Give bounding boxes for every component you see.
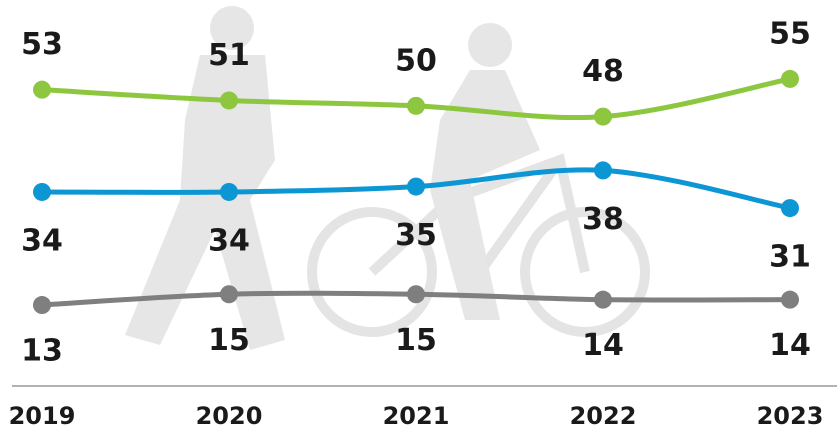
walker-silhouette [125,6,540,350]
bike-wheel [307,207,437,337]
x-tick-label: 2022 [570,402,637,430]
data-label: 15 [208,323,250,358]
data-label: 51 [208,38,250,73]
head [468,23,512,67]
rider [430,70,540,320]
data-point [781,290,799,309]
data-point [407,96,425,115]
data-label: 13 [21,334,63,369]
data-point [594,290,612,309]
data-point [220,91,238,110]
data-point [781,199,799,218]
data-point [33,80,51,99]
data-point [781,69,799,88]
data-label: 35 [395,218,437,253]
data-point [407,177,425,196]
body [125,55,285,350]
data-label: 15 [395,323,437,358]
data-label: 53 [21,27,63,62]
data-label: 14 [582,328,624,363]
data-label: 48 [582,54,624,89]
data-point [33,296,51,315]
data-point [594,107,612,126]
x-tick-label: 2023 [757,402,824,430]
data-point [594,161,612,180]
bike-wheel [520,207,650,337]
head [210,6,254,50]
data-point [407,285,425,304]
data-label: 34 [208,223,250,258]
data-label: 34 [21,223,63,258]
x-tick-label: 2021 [383,402,450,430]
data-point [220,182,238,201]
data-label: 14 [769,328,811,363]
data-label: 38 [582,202,624,237]
data-point [220,285,238,304]
x-tick-label: 2020 [196,402,263,430]
x-tick-label: 2019 [9,402,76,430]
data-point [33,182,51,201]
data-label: 31 [769,240,811,275]
data-label: 50 [395,43,437,78]
data-label: 55 [769,16,811,51]
